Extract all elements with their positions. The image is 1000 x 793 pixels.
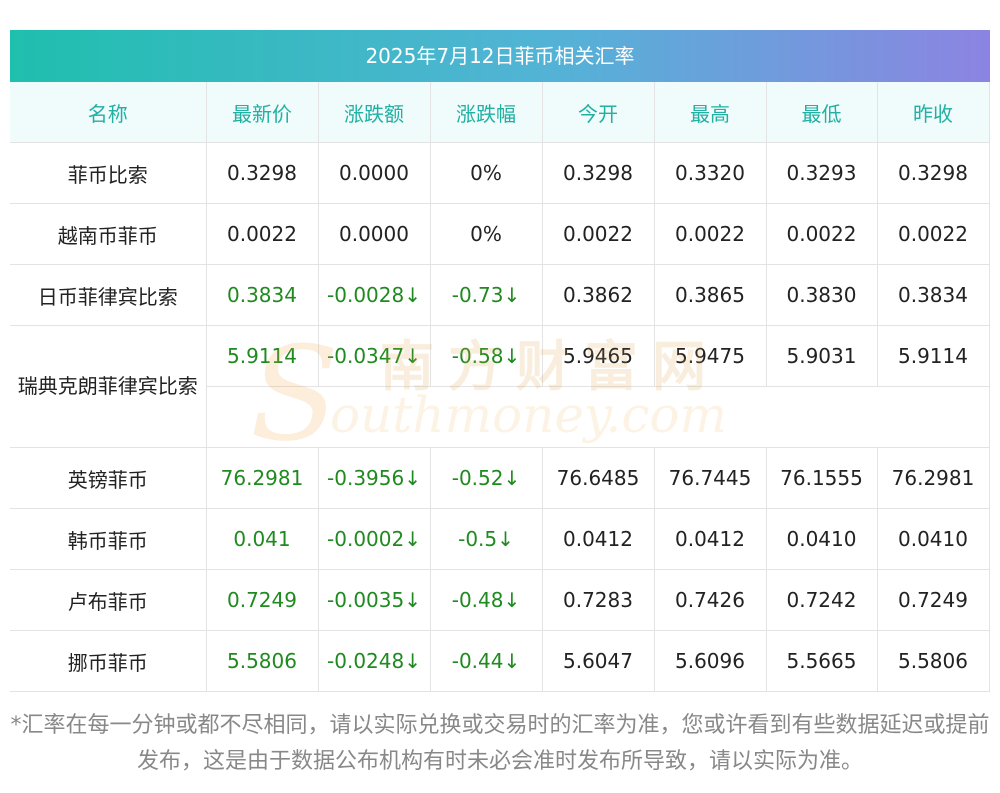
cell-open: 0.0022 bbox=[542, 203, 655, 265]
cell-latest: 76.2981 bbox=[206, 447, 319, 509]
cell-low: 5.9031 bbox=[766, 325, 878, 387]
cell-low: 0.3830 bbox=[766, 264, 878, 326]
table-row: 菲币比索 0.3298 0.0000 0% 0.3298 0.3320 0.3293 0.32… bbox=[10, 142, 990, 204]
cell-prev: 0.3834 bbox=[877, 264, 990, 326]
table-row: 瑞典克朗菲律宾比索 5.9114 -0.0347↓ -0.58↓ 5.9465 5.947… bbox=[10, 325, 990, 448]
cell-change: -0.0248↓ bbox=[318, 630, 431, 692]
cell-open: 5.9465 bbox=[542, 325, 655, 387]
column-header-pct: 涨跌幅 bbox=[430, 82, 543, 143]
cell-open: 0.7283 bbox=[542, 569, 655, 631]
column-header-open: 今开 bbox=[542, 82, 655, 143]
cell-change: 0.0000 bbox=[318, 203, 431, 265]
cell-change: 0.0000 bbox=[318, 142, 431, 204]
cell-open: 5.6047 bbox=[542, 630, 655, 692]
cell-latest: 0.3834 bbox=[206, 264, 319, 326]
row-name-cell: 英镑菲币 bbox=[10, 447, 207, 509]
cell-latest: 0.7249 bbox=[206, 569, 319, 631]
cell-pct: -0.48↓ bbox=[430, 569, 543, 631]
cell-pct: 0% bbox=[430, 203, 543, 265]
cell-open: 0.0412 bbox=[542, 508, 655, 570]
cell-change: -0.0028↓ bbox=[318, 264, 431, 326]
cell-high: 76.7445 bbox=[654, 447, 767, 509]
column-header-low: 最低 bbox=[766, 82, 878, 143]
table-row: 日币菲律宾比索 0.3834 -0.0028↓ -0.73↓ 0.3862 0.3865 0… bbox=[10, 264, 990, 326]
cell-pct: -0.44↓ bbox=[430, 630, 543, 692]
column-header-latest: 最新价 bbox=[206, 82, 319, 143]
table-row-continuation bbox=[10, 386, 990, 448]
cell-open: 0.3862 bbox=[542, 264, 655, 326]
cell-pct: -0.52↓ bbox=[430, 447, 543, 509]
row-name-cell: 越南币菲币 bbox=[10, 203, 207, 265]
cell-latest: 5.9114 bbox=[206, 325, 319, 387]
table-row: 卢布菲币 0.7249 -0.0035↓ -0.48↓ 0.7283 0.7426 0.72… bbox=[10, 569, 990, 631]
cell-low: 0.0022 bbox=[766, 203, 878, 265]
cell-high: 0.7426 bbox=[654, 569, 767, 631]
cell-latest: 0.3298 bbox=[206, 142, 319, 204]
table-row: 韩币菲币 0.041 -0.0002↓ -0.5↓ 0.0412 0.0412 0.0410… bbox=[10, 508, 990, 570]
column-header-change: 涨跌额 bbox=[318, 82, 431, 143]
row-name-cell: 韩币菲币 bbox=[10, 508, 207, 570]
cell-prev: 0.7249 bbox=[877, 569, 990, 631]
row-name-cell: 卢布菲币 bbox=[10, 569, 207, 631]
cell-prev: 0.0410 bbox=[877, 508, 990, 570]
column-header-high: 最高 bbox=[654, 82, 767, 143]
cell-prev: 0.3298 bbox=[877, 142, 990, 204]
row-name-cell: 菲币比索 bbox=[10, 142, 207, 204]
cell-high: 0.3320 bbox=[654, 142, 767, 204]
cell-change: -0.0035↓ bbox=[318, 569, 431, 631]
cell-pct: -0.58↓ bbox=[430, 325, 543, 387]
cell-high: 0.0022 bbox=[654, 203, 767, 265]
cell-latest: 0.0022 bbox=[206, 203, 319, 265]
table-row: 越南币菲币 0.0022 0.0000 0% 0.0022 0.0022 0.0022 0.0… bbox=[10, 203, 990, 265]
cell-high: 5.9475 bbox=[654, 325, 767, 387]
table-row: 挪币菲币 5.5806 -0.0248↓ -0.44↓ 5.6047 5.6096 5.56… bbox=[10, 630, 990, 692]
cell-pct: -0.73↓ bbox=[430, 264, 543, 326]
row-name-cell: 挪币菲币 bbox=[10, 630, 207, 692]
table-title: 2025年7月12日菲币相关汇率 bbox=[10, 30, 990, 82]
cell-low: 0.3293 bbox=[766, 142, 878, 204]
cell-high: 5.6096 bbox=[654, 630, 767, 692]
cell-latest: 5.5806 bbox=[206, 630, 319, 692]
cell-change: -0.0002↓ bbox=[318, 508, 431, 570]
cell-prev: 5.9114 bbox=[877, 325, 990, 387]
empty-continuation-cell bbox=[206, 386, 990, 448]
cell-latest: 0.041 bbox=[206, 508, 319, 570]
cell-high: 0.0412 bbox=[654, 508, 767, 570]
column-header-name: 名称 bbox=[10, 82, 207, 143]
cell-pct: -0.5↓ bbox=[430, 508, 543, 570]
cell-pct: 0% bbox=[430, 142, 543, 204]
cell-low: 76.1555 bbox=[766, 447, 878, 509]
header-row: 名称 最新价 涨跌额 涨跌幅 今开 最高 最低 昨收 bbox=[10, 82, 990, 143]
cell-change: -0.3956↓ bbox=[318, 447, 431, 509]
cell-high: 0.3865 bbox=[654, 264, 767, 326]
cell-change: -0.0347↓ bbox=[318, 325, 431, 387]
cell-low: 0.7242 bbox=[766, 569, 878, 631]
cell-low: 0.0410 bbox=[766, 508, 878, 570]
exchange-rate-table: 名称 最新价 涨跌额 涨跌幅 今开 最高 最低 昨收 菲币比索 0.3298 0.0… bbox=[10, 82, 990, 692]
disclaimer-footnote: *汇率在每一分钟或都不尽相同，请以实际兑换或交易时的汇率为准，您或许看到有些数据… bbox=[10, 713, 990, 774]
row-name-cell: 日币菲律宾比索 bbox=[10, 264, 207, 326]
cell-prev: 76.2981 bbox=[877, 447, 990, 509]
cell-prev: 5.5806 bbox=[877, 630, 990, 692]
column-header-prev: 昨收 bbox=[877, 82, 990, 143]
cell-open: 0.3298 bbox=[542, 142, 655, 204]
cell-low: 5.5665 bbox=[766, 630, 878, 692]
cell-prev: 0.0022 bbox=[877, 203, 990, 265]
row-name-cell: 瑞典克朗菲律宾比索 bbox=[10, 325, 207, 448]
cell-open: 76.6485 bbox=[542, 447, 655, 509]
table-row: 英镑菲币 76.2981 -0.3956↓ -0.52↓ 76.6485 76.7445 7… bbox=[10, 447, 990, 509]
